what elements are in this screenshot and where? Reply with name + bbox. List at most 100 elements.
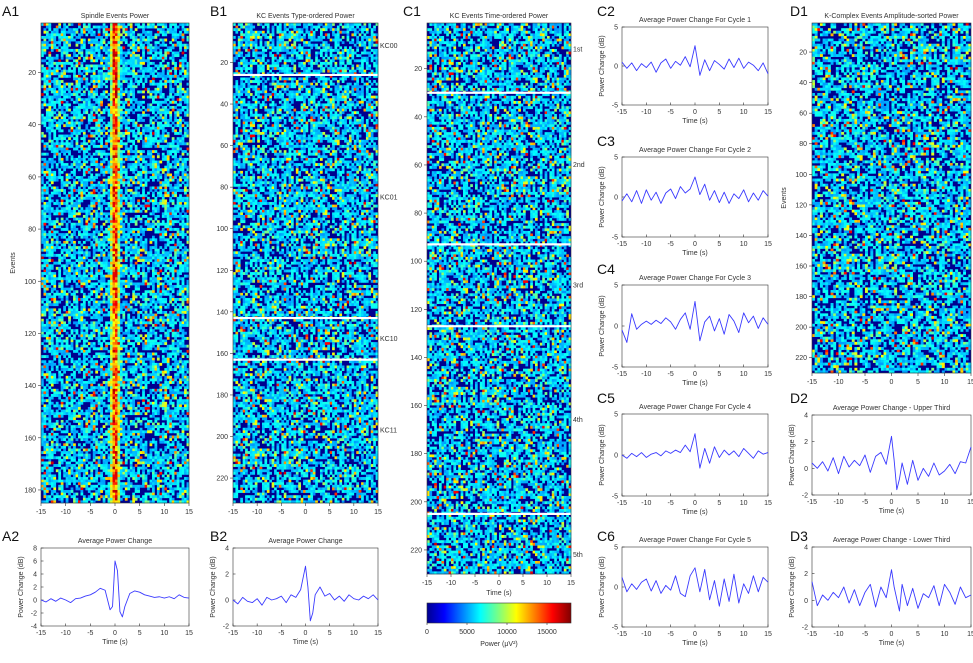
heatmap-cell [179,223,182,226]
heatmap-cell [169,215,172,218]
heatmap-cell [48,314,51,317]
heatmap-cell [105,46,108,49]
heatmap-cell [46,202,49,205]
heatmap-cell [117,127,120,130]
heatmap-cell [177,26,180,29]
heatmap-cell [172,241,175,244]
heatmap-cell [147,306,150,309]
heatmap-cell [76,342,79,345]
heatmap-cell [76,122,79,125]
heatmap-cell [56,342,59,345]
heatmap-cell [88,210,91,213]
heatmap-cell [117,342,120,345]
heatmap-cell [105,26,108,29]
heatmap-cell [61,137,64,140]
heatmap-cell [58,103,61,106]
heatmap-cell [71,39,74,42]
heatmap-cell [174,244,177,247]
heatmap-cell [93,142,96,145]
heatmap-cell [140,220,143,223]
heatmap-cell [137,334,140,337]
heatmap-cell [162,329,165,332]
heatmap-cell [48,75,51,78]
heatmap-cell [71,241,74,244]
heatmap-cell [73,67,76,70]
heatmap-cell [120,249,123,252]
heatmap-cell [142,36,145,39]
heatmap-cell [80,303,83,306]
heatmap-cell [108,103,111,106]
heatmap-cell [174,155,177,158]
heatmap-cell [76,135,79,138]
heatmap-cell [83,103,86,106]
heatmap-cell [63,207,66,210]
heatmap-cell [169,259,172,262]
heatmap-cell [63,114,66,117]
heatmap-cell [80,103,83,106]
heatmap-cell [122,59,125,62]
heatmap-cell [85,155,88,158]
heatmap-cell [43,215,46,218]
heatmap-cell [78,85,81,88]
heatmap-cell [150,254,153,257]
heatmap-cell [142,267,145,270]
heatmap-cell [167,80,170,83]
heatmap-cell [68,93,71,96]
heatmap-cell [169,101,172,104]
heatmap-cell [43,311,46,314]
heatmap-cell [174,298,177,301]
heatmap-cell [150,225,153,228]
heatmap-cell [142,127,145,130]
heatmap-cell [113,264,116,267]
heatmap-cell [174,210,177,213]
heatmap-cell [51,280,54,283]
heatmap-cell [85,52,88,55]
heatmap-cell [56,236,59,239]
heatmap-cell [63,116,66,119]
heatmap-cell [63,233,66,236]
heatmap-cell [130,85,133,88]
heatmap-cell [113,173,116,176]
heatmap-cell [95,231,98,234]
heatmap-cell [157,285,160,288]
heatmap-cell [98,72,101,75]
heatmap-cell [46,301,49,304]
heatmap-cell [145,264,148,267]
heatmap-cell [51,109,54,112]
heatmap-cell [159,327,162,330]
heatmap-cell [130,259,133,262]
heatmap-cell [169,186,172,189]
heatmap-cell [150,246,153,249]
heatmap-cell [120,153,123,156]
heatmap-cell [56,148,59,151]
heatmap-cell [147,267,150,270]
heatmap-cell [66,39,69,42]
heatmap-cell [41,311,44,314]
heatmap-cell [58,39,61,42]
heatmap-cell [169,166,172,169]
heatmap-cell [103,308,106,311]
heatmap-cell [71,88,74,91]
heatmap-cell [108,41,111,44]
heatmap-cell [164,267,167,270]
heatmap-cell [76,44,79,47]
heatmap-cell [117,145,120,148]
heatmap-cell [113,272,116,275]
heatmap-cell [68,135,71,138]
heatmap-cell [145,135,148,138]
heatmap-cell [46,129,49,132]
heatmap-cell [53,137,56,140]
heatmap-cell [51,308,54,311]
heatmap-cell [117,285,120,288]
heatmap-cell [90,311,93,314]
heatmap-cell [125,88,128,91]
heatmap-cell [66,179,69,182]
heatmap-cell [152,137,155,140]
heatmap-cell [179,308,182,311]
heatmap-cell [80,49,83,52]
heatmap-cell [48,275,51,278]
heatmap-cell [117,184,120,187]
heatmap-cell [115,197,118,200]
heatmap-cell [46,44,49,47]
heatmap-cell [41,225,44,228]
